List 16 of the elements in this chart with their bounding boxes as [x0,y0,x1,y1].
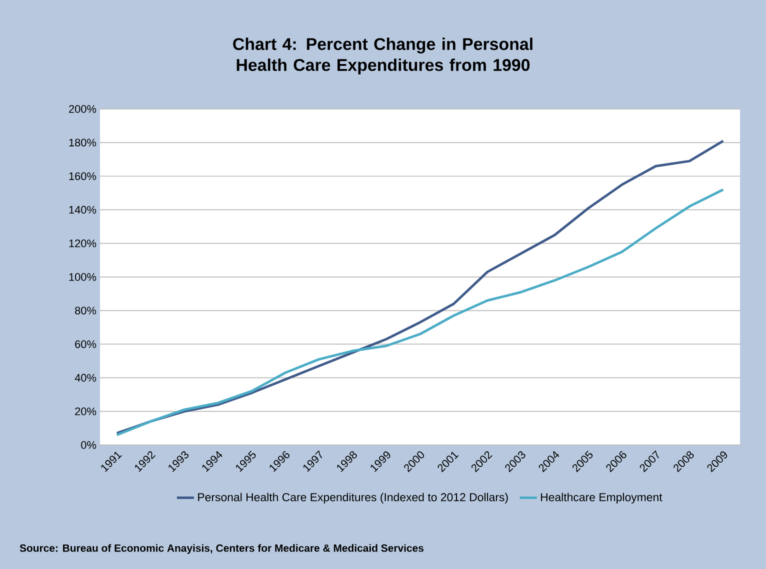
legend-label: Personal Health Care Expenditures (Indexed to 2012 Dollars) [198,492,508,504]
y-tick-label: 140% [69,206,96,214]
y-tick-label: 0% [81,441,96,449]
y-tick-label: 120% [69,240,96,248]
source-note: Source: Bureau of Economic Anayisis, Centers for Medicare & Medicaid Services [20,544,424,554]
y-tick-label: 160% [69,172,96,180]
y-tick-label: 20% [75,408,96,416]
y-tick-label: 100% [69,273,96,281]
y-tick-label: 180% [69,138,96,146]
legend-label: Healthcare Employment [541,492,662,504]
y-tick-label: 200% [69,105,96,113]
chart-title: Chart 4: Percent Change in Personal Health Care Expenditures from 1990 [233,38,532,74]
y-tick-label: 60% [75,340,96,348]
line-series [116,188,724,436]
y-tick-label: 40% [74,374,96,382]
y-tick-label: 80% [75,306,96,314]
